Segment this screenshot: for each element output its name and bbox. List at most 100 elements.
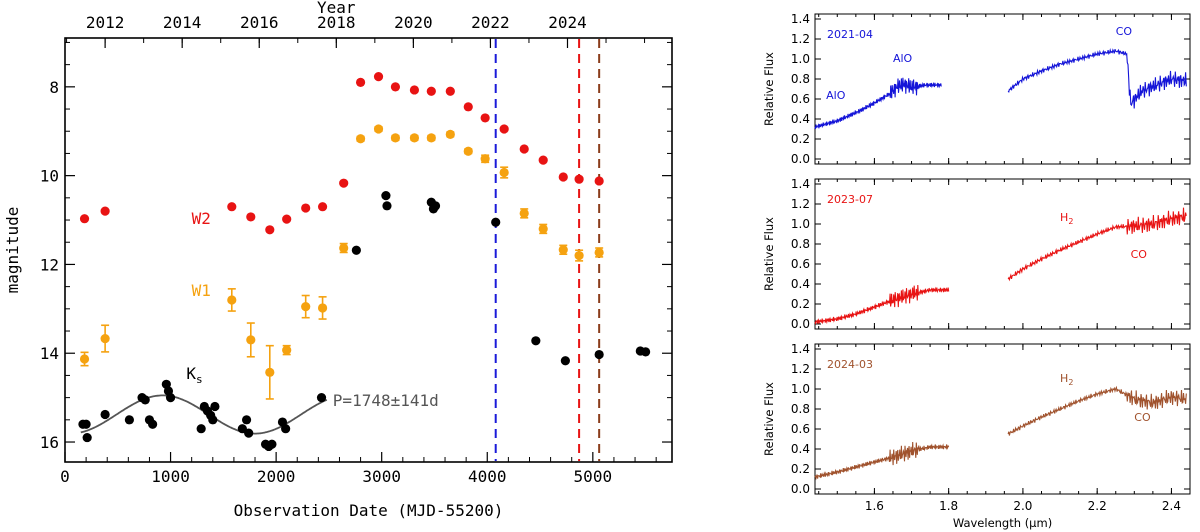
x-tick-label: 3000 — [362, 467, 401, 486]
data-point — [373, 124, 384, 134]
data-point — [373, 72, 384, 82]
data-point — [558, 172, 568, 182]
top-tick-label: 2022 — [471, 13, 510, 32]
y-tick-label: 0.8 — [791, 237, 810, 251]
data-point — [244, 428, 254, 438]
data-point — [531, 336, 541, 346]
plot-frame — [64, 37, 673, 463]
data-point — [480, 113, 490, 123]
data-point — [594, 247, 604, 258]
feature-label-subscript: 2 — [1068, 378, 1073, 387]
y-tick-label: 1.2 — [791, 197, 810, 211]
data-point — [426, 133, 436, 143]
y-tick-label: 8 — [49, 78, 59, 97]
top-tick-label: 2014 — [163, 13, 202, 32]
y-tick-label: 12 — [40, 255, 59, 274]
series-label-w2: W2 — [192, 209, 211, 228]
feature-label: H2 — [1060, 211, 1073, 226]
data-point — [227, 295, 237, 305]
data-point — [316, 393, 327, 403]
data-point — [445, 86, 455, 96]
data-point — [267, 439, 277, 449]
data-point — [594, 176, 604, 186]
spectrum-panel-2: 0.0 0.2 0.4 0.6 0.8 1.0 1.2 1.4 Relative Flux 202… — [762, 177, 1191, 331]
feature-label-subscript: 2 — [1068, 217, 1073, 226]
feature-label: AlO — [893, 52, 913, 65]
data-point — [491, 217, 501, 227]
spectrum-line — [1007, 47, 1187, 109]
data-point — [445, 129, 455, 139]
series-label-k: Ks — [186, 364, 202, 386]
data-point — [560, 356, 570, 366]
x-tick-label: 0 — [60, 467, 70, 486]
spectrum-frame — [814, 343, 1191, 495]
data-point — [430, 201, 441, 211]
top-tick-label: 2020 — [394, 13, 433, 32]
y-tick-label: 1.2 — [791, 362, 810, 376]
data-point — [124, 415, 134, 425]
y-tick-label: 1.4 — [791, 12, 810, 26]
data-point — [148, 419, 158, 429]
y-tick-label: 14 — [40, 344, 59, 363]
y-tick-label: 0.2 — [791, 297, 810, 311]
feature-label: CO — [1116, 25, 1133, 38]
y-tick-label: 0.2 — [791, 462, 810, 476]
top-tick-label: 2018 — [317, 13, 356, 32]
y-axis-title: Relative Flux — [762, 52, 776, 126]
spectrum-line — [814, 284, 950, 326]
x-tick-label: 2.0 — [1013, 499, 1032, 513]
data-point — [79, 354, 90, 364]
feature-label: AlO — [826, 89, 846, 102]
y-tick-label: 0.4 — [791, 112, 810, 126]
data-point — [339, 178, 349, 188]
data-point — [282, 345, 292, 355]
y-tick-label: 0.8 — [791, 402, 810, 416]
series-label-text: K — [186, 364, 196, 383]
series-w2 — [79, 72, 604, 235]
data-point — [82, 432, 92, 443]
x-tick-label: 1.6 — [865, 499, 884, 513]
data-point — [538, 224, 548, 234]
feature-label-text: AlO — [893, 52, 913, 65]
feature-label-text: CO — [1116, 25, 1133, 38]
y-tick-label: 1.0 — [791, 217, 810, 231]
x-tick-label: 2000 — [257, 467, 296, 486]
top-tick-label: 2012 — [86, 13, 125, 32]
data-point — [641, 347, 651, 357]
epoch-label: 2021-04 — [827, 28, 873, 41]
y-tick-label: 0.0 — [791, 317, 810, 331]
data-point — [409, 85, 420, 95]
data-point — [558, 245, 568, 255]
data-point — [282, 214, 292, 224]
top-tick-label: 2024 — [548, 13, 587, 32]
y-tick-label: 1.4 — [791, 177, 810, 191]
y-tick-label: 0.6 — [791, 92, 810, 106]
data-point — [538, 155, 548, 165]
data-point — [317, 202, 328, 212]
spectrum-line — [814, 77, 942, 130]
y-tick-label: 0.2 — [791, 132, 810, 146]
feature-label: H2 — [1060, 372, 1073, 387]
data-point — [463, 102, 473, 112]
epoch-label: 2023-07 — [827, 193, 873, 206]
data-point — [210, 401, 220, 412]
feature-label-text: H — [1060, 372, 1068, 385]
data-point — [227, 202, 237, 212]
y-tick-label: 0.8 — [791, 72, 810, 86]
y-tick-label: 10 — [40, 167, 59, 186]
y-tick-label: 0.4 — [791, 277, 810, 291]
series-label-text: W2 — [192, 209, 211, 228]
data-point — [480, 154, 490, 164]
period-label: P=1748±141d — [333, 391, 439, 410]
x-tick-label: 2.2 — [1088, 499, 1107, 513]
series-w1 — [79, 124, 604, 400]
spectrum-line — [1007, 385, 1187, 436]
data-point — [140, 395, 150, 405]
series-label-w1: W1 — [192, 281, 211, 300]
feature-label: CO — [1131, 248, 1148, 261]
spectrum-panel-3: 0.0 0.2 0.4 0.6 0.8 1.0 1.2 1.4 1.6 1.8 2.0 2.2 2.4 R… — [762, 342, 1191, 530]
x-tick-label: 2.4 — [1162, 499, 1181, 513]
data-point — [339, 243, 349, 253]
data-point — [246, 212, 256, 222]
